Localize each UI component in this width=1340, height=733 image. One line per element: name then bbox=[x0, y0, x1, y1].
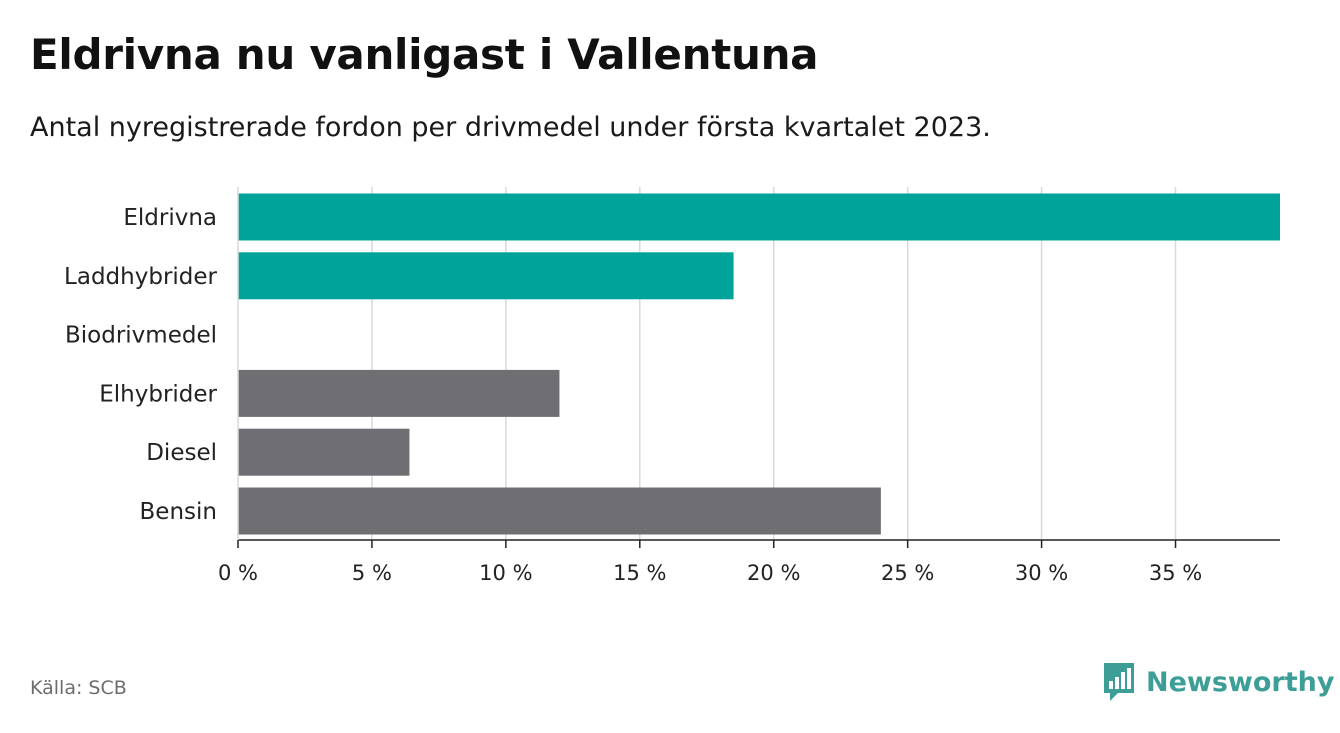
x-tick-label: 30 % bbox=[1015, 561, 1068, 585]
bar-elhybrider bbox=[238, 369, 560, 417]
x-tick-label: 5 % bbox=[352, 561, 392, 585]
x-tick-label: 15 % bbox=[613, 561, 666, 585]
bar-chart-icon bbox=[1104, 663, 1134, 701]
x-tick-label: 20 % bbox=[747, 561, 800, 585]
gridlines bbox=[371, 187, 1177, 540]
source-note: Källa: SCB bbox=[30, 677, 127, 699]
category-label: Biodrivmedel bbox=[65, 323, 217, 349]
brand-name: Newsworthy bbox=[1146, 666, 1335, 698]
category-label: Eldrivna bbox=[123, 205, 217, 231]
bar-laddhybrider bbox=[238, 252, 734, 300]
chart-title: Eldrivna nu vanligast i Vallentuna bbox=[30, 30, 819, 79]
x-tick-label: 10 % bbox=[479, 561, 532, 585]
category-label: Diesel bbox=[146, 440, 217, 466]
bars bbox=[238, 193, 1280, 535]
bar-eldrivna bbox=[238, 193, 1280, 241]
bar-bensin bbox=[238, 487, 881, 535]
x-tick-label: 25 % bbox=[881, 561, 934, 585]
category-labels: Eldrivna Laddhybrider Biodrivmedel Elhybrid… bbox=[64, 205, 217, 525]
bar-chart: 0 % 5 % 10 % 15 % 20 % 25 % 30 % 35 % Eldrivna L… bbox=[64, 187, 1280, 585]
category-label: Laddhybrider bbox=[64, 264, 217, 290]
category-label: Bensin bbox=[140, 499, 217, 525]
x-axis: 0 % 5 % 10 % 15 % 20 % 25 % 30 % 35 % bbox=[218, 187, 1280, 585]
x-tick-label: 35 % bbox=[1149, 561, 1202, 585]
category-label: Elhybrider bbox=[99, 381, 217, 407]
chart-subtitle: Antal nyregistrerade fordon per drivmede… bbox=[30, 112, 991, 143]
bar-diesel bbox=[238, 428, 410, 476]
brand-logo: Newsworthy bbox=[1102, 661, 1334, 703]
x-tick-label: 0 % bbox=[218, 561, 258, 585]
